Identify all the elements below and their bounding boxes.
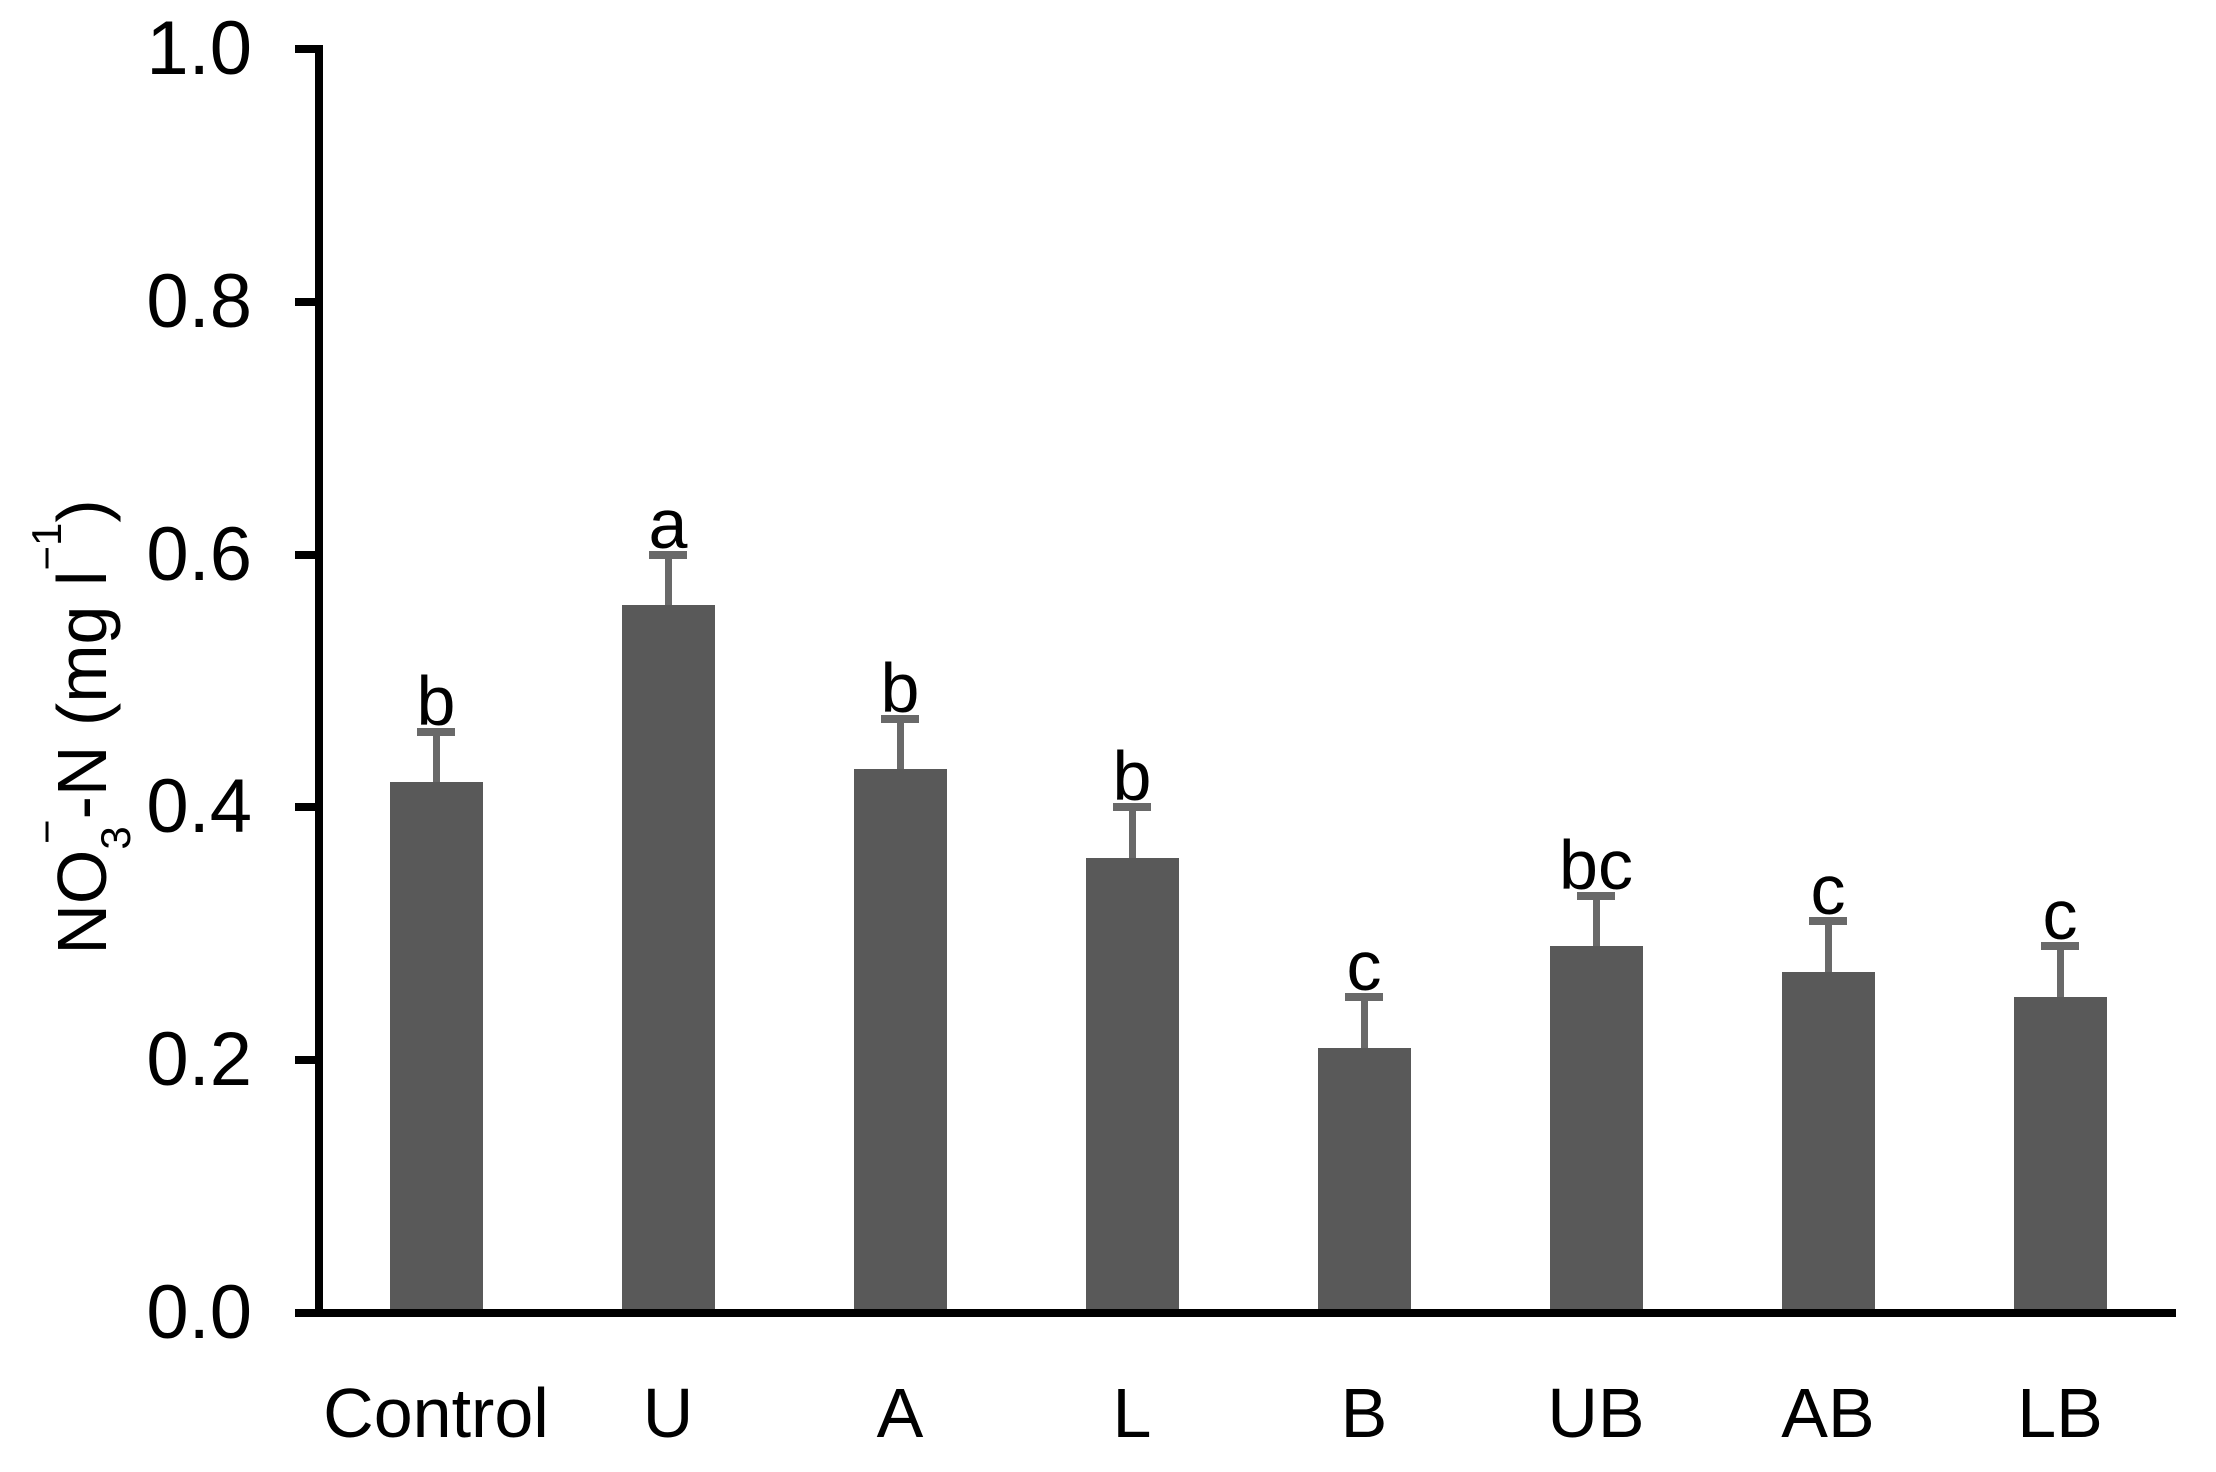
y-tick-label: 0.4	[146, 764, 252, 850]
x-category-label: UB	[1547, 1374, 1645, 1452]
error-bar-stem	[664, 554, 672, 606]
y-tick	[295, 297, 315, 306]
error-bar-cap	[649, 550, 687, 559]
sig-letter: b	[1112, 737, 1152, 816]
y-tick-label: 1.0	[146, 6, 252, 91]
sig-letter: b	[880, 648, 920, 727]
bar	[1317, 1047, 1411, 1309]
y-axis-line	[315, 45, 323, 1317]
x-category-label: AB	[1781, 1374, 1875, 1452]
y-tick	[295, 550, 315, 559]
sig-letter: c	[1810, 851, 1846, 930]
error-bar-stem	[1360, 997, 1368, 1048]
y-tick	[295, 45, 315, 53]
y-tick	[295, 803, 315, 812]
error-bar-stem	[896, 718, 904, 770]
y-tick-label: 0.8	[146, 258, 252, 344]
error-bar-stem	[1592, 895, 1600, 947]
bar	[1549, 946, 1643, 1309]
bar	[389, 782, 483, 1309]
bar	[1781, 971, 1875, 1309]
error-bar-stem	[2056, 946, 2064, 997]
bar	[853, 769, 947, 1309]
sig-letter: a	[648, 484, 688, 563]
error-bar-cap	[1113, 803, 1151, 812]
error-bar-cap	[881, 714, 919, 723]
x-category-label: B	[1340, 1374, 1388, 1452]
error-bar-cap	[417, 727, 455, 736]
x-category-label: LB	[2017, 1374, 2103, 1452]
x-category-label: A	[876, 1374, 924, 1452]
x-category-label: U	[642, 1374, 694, 1452]
error-bar-stem	[1824, 921, 1832, 972]
error-bar-cap	[1809, 917, 1847, 926]
y-tick	[295, 1309, 315, 1317]
error-bar-cap	[1577, 891, 1615, 900]
bar	[1085, 857, 1179, 1309]
bar	[621, 605, 715, 1309]
y-tick-label: 0.0	[146, 1270, 252, 1355]
error-bar-cap	[2041, 942, 2079, 951]
sig-letter: b	[416, 661, 456, 740]
bar	[2013, 997, 2107, 1309]
x-category-label: Control	[323, 1374, 549, 1452]
error-bar-stem	[1128, 807, 1136, 858]
x-category-label: L	[1112, 1374, 1152, 1452]
y-tick-label: 0.6	[146, 511, 252, 597]
y-tick-label: 0.2	[146, 1017, 252, 1103]
sig-letter: c	[2042, 876, 2078, 955]
error-bar-cap	[1345, 993, 1383, 1001]
sig-letter: c	[1346, 927, 1382, 1005]
x-axis-line	[295, 1309, 2176, 1317]
y-tick	[295, 1056, 315, 1065]
sig-letter: bc	[1559, 825, 1633, 904]
error-bar-stem	[432, 731, 440, 783]
